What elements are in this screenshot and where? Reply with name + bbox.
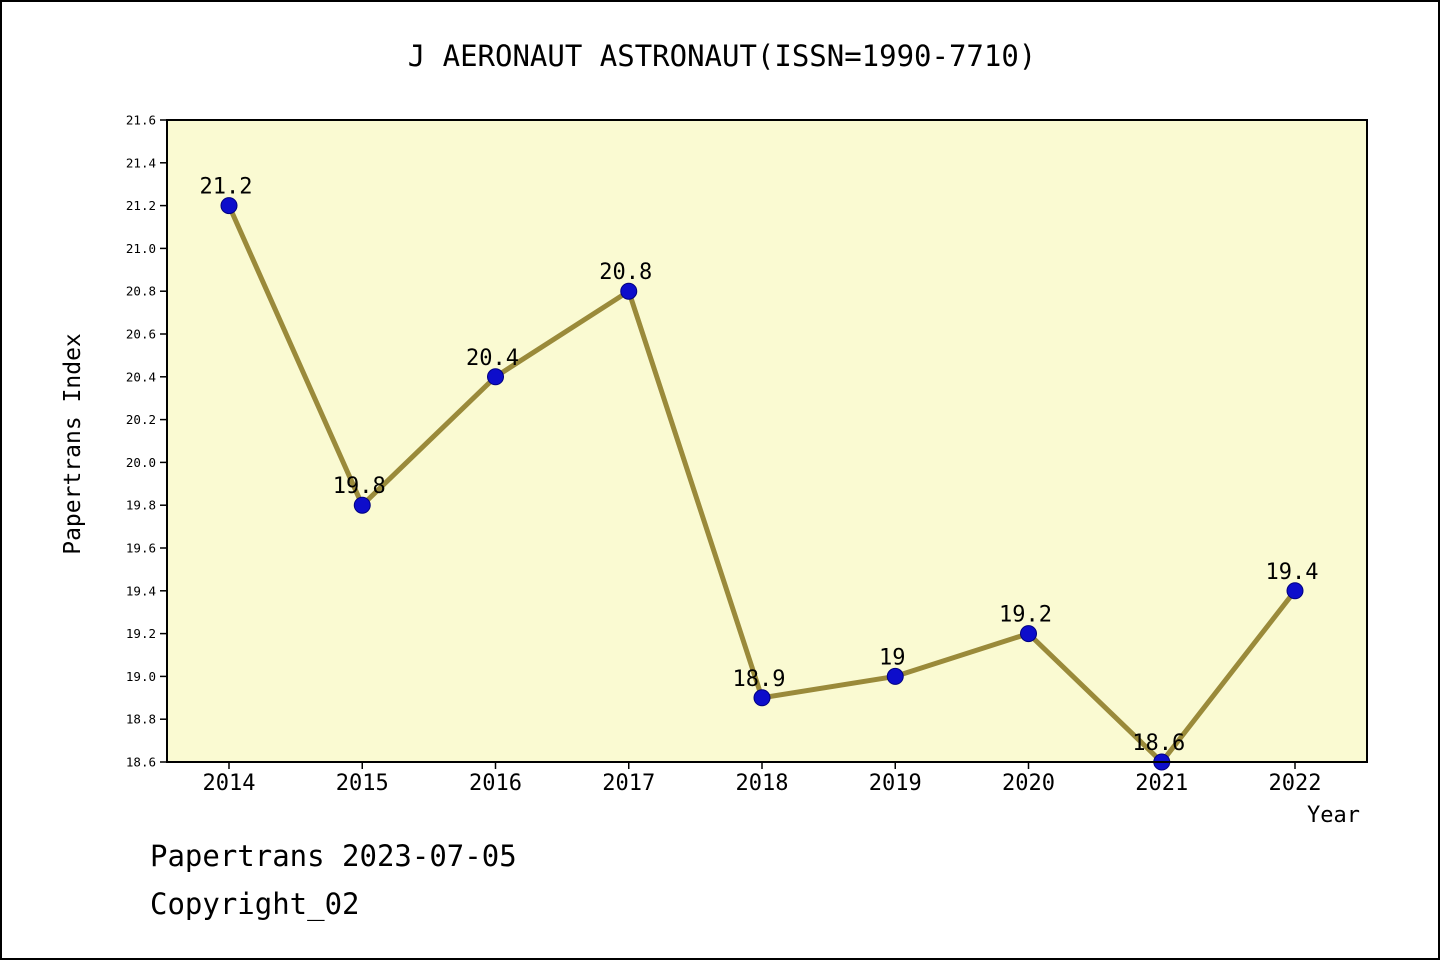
point-label: 19.2 [999, 603, 1052, 628]
point-label: 21.2 [200, 175, 253, 200]
data-point [1020, 625, 1037, 643]
x-tick-label: 2018 [736, 771, 789, 796]
y-tick-label: 21.6 [126, 113, 156, 128]
data-point [886, 667, 904, 685]
point-label: 18.9 [733, 667, 786, 692]
data-point [487, 368, 504, 386]
plot-area [167, 120, 1367, 762]
x-tick-label: 2017 [602, 771, 655, 796]
footer-date: Papertrans 2023-07-05 [150, 839, 517, 873]
x-tick-label: 2015 [336, 771, 389, 796]
y-tick-label: 20.4 [126, 369, 156, 384]
data-point [620, 282, 638, 300]
y-tick-label: 20.8 [126, 284, 156, 299]
point-label: 20.8 [599, 260, 652, 285]
point-label: 19.4 [1266, 560, 1319, 585]
data-point [220, 197, 238, 215]
point-label: 19 [879, 645, 906, 670]
y-tick-label: 18.6 [126, 755, 156, 770]
plot-group: 18.6 18.8 19.0 19.2 19.4 19.6 19.8 20.0 20.2 20.4… [126, 113, 1368, 796]
point-label: 20.4 [466, 346, 519, 371]
x-tick-label: 2021 [1135, 771, 1188, 796]
x-tick-label: 2019 [869, 771, 922, 796]
y-tick-label: 20.2 [126, 412, 156, 427]
x-tick-label: 2022 [1269, 771, 1322, 796]
y-tick-label: 21.2 [126, 198, 156, 213]
footer-copyright: Copyright_02 [150, 887, 360, 922]
point-label: 19.8 [333, 474, 386, 499]
y-tick-label: 20.6 [126, 327, 156, 342]
data-point [353, 496, 371, 514]
y-tick-label: 19.6 [126, 541, 156, 556]
point-label: 18.6 [1132, 731, 1185, 756]
chart-title: J AERONAUT ASTRONAUT(ISSN=1990-7710) [408, 39, 1037, 73]
y-tick-label: 19.4 [126, 583, 156, 598]
y-tick-label: 19.8 [126, 498, 156, 513]
y-tick-label: 19.0 [126, 669, 156, 684]
x-tick-label: 2016 [469, 771, 522, 796]
y-tick-label: 19.2 [126, 626, 156, 641]
plot-border [166, 119, 1368, 763]
x-tick-label: 2020 [1002, 771, 1055, 796]
x-tick-label: 2014 [203, 771, 256, 796]
data-point [753, 689, 771, 707]
y-tick-label: 20.0 [126, 455, 156, 470]
y-tick-label: 21.0 [126, 241, 156, 256]
y-axis-label: Papertrans Index [60, 333, 86, 555]
y-tick-label: 21.4 [126, 155, 156, 170]
data-point [1286, 582, 1304, 600]
x-axis-label: Year [1307, 803, 1360, 828]
y-tick-label: 18.8 [126, 712, 156, 727]
